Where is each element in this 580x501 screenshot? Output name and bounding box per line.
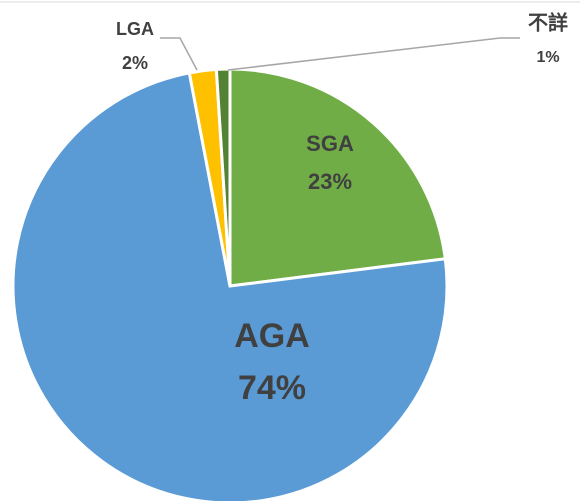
pie-slice: [228, 67, 447, 288]
value-label: 74%: [238, 369, 306, 407]
value-label: 23%: [308, 169, 352, 194]
value-label: 2%: [122, 53, 148, 73]
value-label: 1%: [536, 49, 559, 66]
category-label: LGA: [116, 19, 154, 39]
pie-slice: [214, 67, 232, 287]
category-label: AGA: [234, 317, 310, 355]
category-label: SGA: [306, 131, 354, 156]
category-label: 不詳: [528, 10, 568, 34]
leader-line: [160, 37, 198, 71]
leader-line: [227, 37, 520, 71]
pie-slice: [11, 71, 449, 501]
